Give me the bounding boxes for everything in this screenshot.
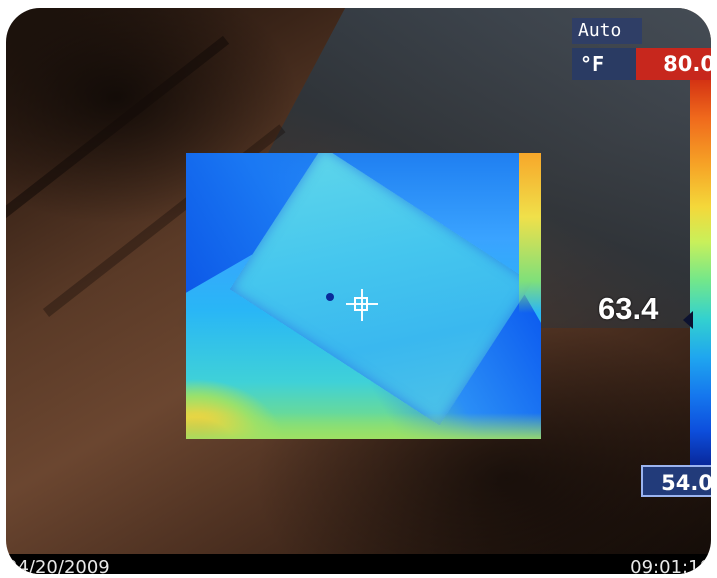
scale-max-value: 80.0	[636, 48, 711, 80]
thermal-viewfinder: Auto °F 80.0 63.4 54.0 04/20/2009 09:01:…	[6, 8, 711, 574]
scale-mode-label: Auto	[572, 18, 642, 44]
thermal-image-overlay	[186, 153, 541, 439]
status-bar	[6, 554, 711, 574]
crosshair-icon	[346, 289, 378, 321]
thermal-cold-spot	[326, 293, 334, 301]
capture-time: 09:01:10	[630, 557, 711, 574]
color-scale-bar	[690, 80, 711, 465]
scale-pointer-icon	[683, 311, 693, 329]
temperature-unit: °F	[572, 48, 636, 80]
capture-date: 04/20/2009	[6, 557, 110, 574]
thermal-warm-edge	[519, 153, 541, 313]
thermal-warm-edge	[186, 413, 541, 439]
center-temperature-reading: 63.4	[598, 291, 659, 326]
scale-min-value: 54.0	[641, 465, 711, 497]
